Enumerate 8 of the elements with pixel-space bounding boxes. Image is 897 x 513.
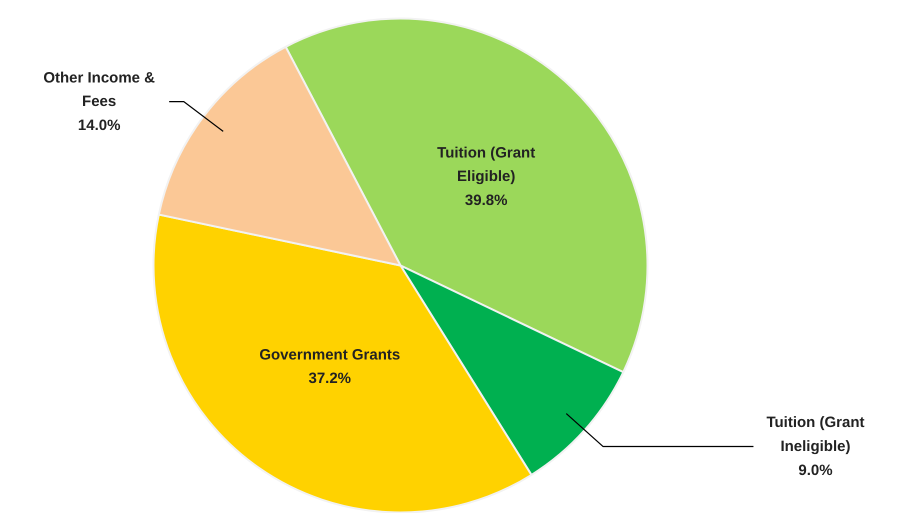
data-label: 37.2%	[308, 370, 352, 388]
slice-label: Other Income & Fees	[43, 69, 156, 110]
slice-label: Tuition (Grant Eligible)	[437, 144, 536, 186]
slice-label: Government Grants	[259, 346, 400, 364]
data-label: 9.0%	[798, 462, 833, 479]
data-label: 39.8%	[464, 192, 508, 209]
slice-label: Tuition (Grant Ineligible)	[766, 414, 864, 456]
data-label: 14.0%	[78, 116, 120, 134]
